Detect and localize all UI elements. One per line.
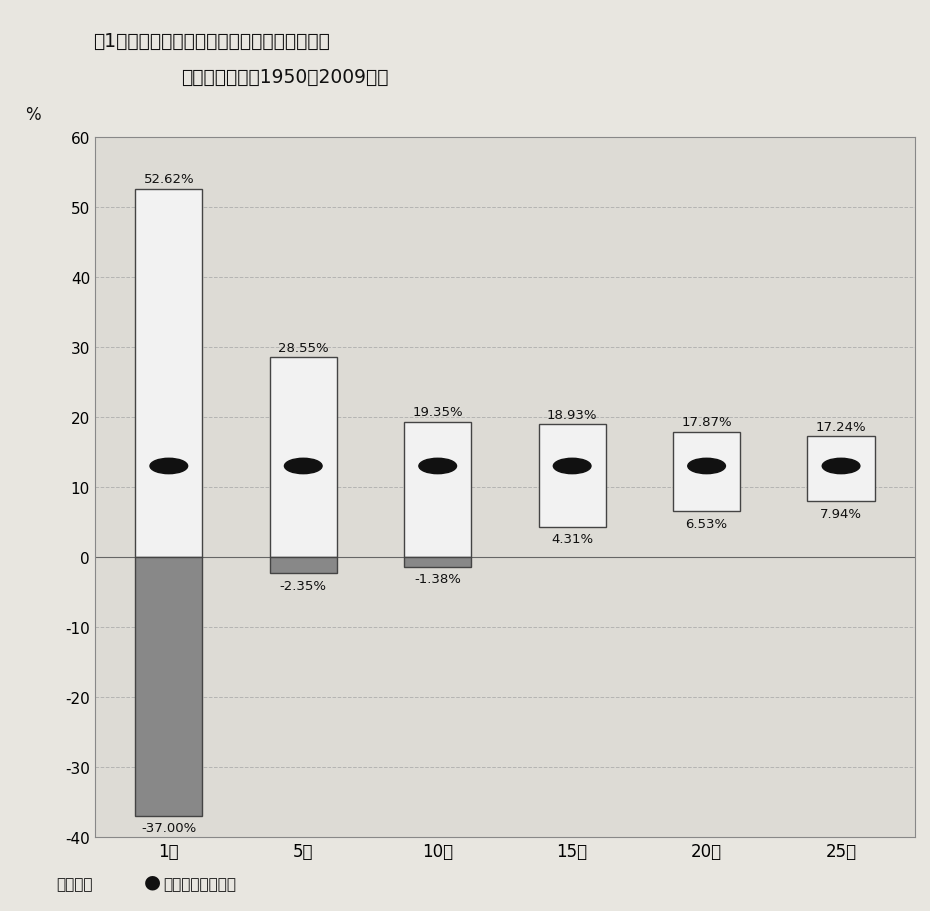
Text: （注）: （注） [56,876,92,891]
Text: 28.55%: 28.55% [278,342,328,354]
Text: -37.00%: -37.00% [141,822,196,834]
Bar [807,437,875,502]
Text: 17.87%: 17.87% [682,416,732,429]
Text: 52.62%: 52.62% [143,173,194,186]
Ellipse shape [688,459,725,474]
Bar [270,558,337,574]
Bar [405,558,472,567]
Bar [405,422,472,558]
Text: 4.31%: 4.31% [551,533,593,546]
Bar [270,358,337,558]
Text: 7.94%: 7.94% [820,507,862,520]
Ellipse shape [822,459,860,474]
Text: 6.53%: 6.53% [685,517,727,530]
Bar [135,189,203,558]
Text: は平均値を示す。: は平均値を示す。 [163,876,235,891]
Text: 17.24%: 17.24% [816,420,867,434]
Text: -1.38%: -1.38% [414,572,461,586]
Text: %: % [25,107,41,124]
Text: ●: ● [144,872,161,891]
Ellipse shape [285,459,322,474]
Text: -2.35%: -2.35% [280,579,326,592]
Text: 18.93%: 18.93% [547,408,597,422]
Ellipse shape [150,459,188,474]
Bar [538,425,605,527]
Text: 図1　株式投賄の投賄期間と年平均リターンの: 図1 株式投賄の投賄期間と年平均リターンの [93,32,330,51]
Text: 19.35%: 19.35% [412,405,463,418]
Bar [135,558,203,815]
Text: ちらばり方　（1950～2009年）: ちらばり方 （1950～2009年） [181,68,389,87]
Bar [673,433,740,512]
Ellipse shape [418,459,457,474]
Ellipse shape [553,459,591,474]
